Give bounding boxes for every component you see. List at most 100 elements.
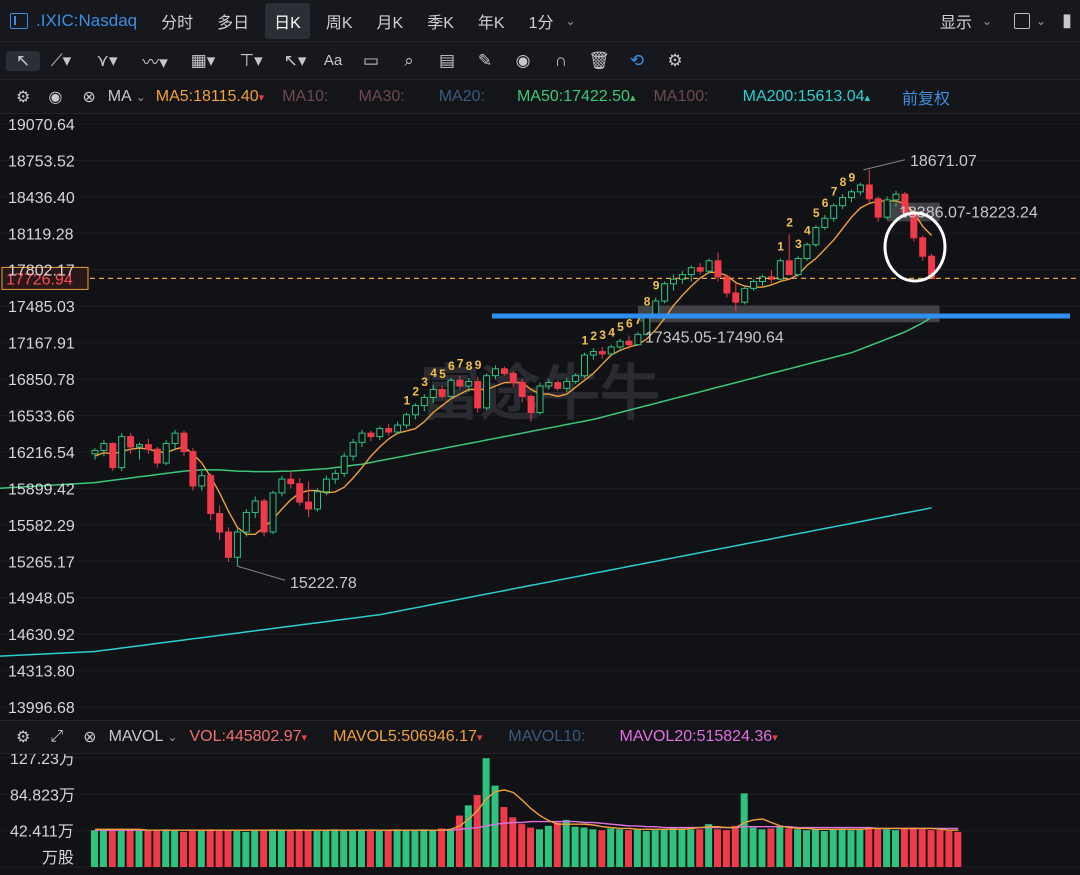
td-count-label: 9 — [653, 279, 660, 293]
volume-bar — [767, 828, 775, 867]
volume-bar — [108, 829, 116, 867]
volume-tick-label: 42.411万 — [10, 824, 74, 841]
tab-weekly[interactable]: 周K — [325, 14, 353, 32]
volume-bar — [749, 827, 757, 867]
price-tick-label: 18119.28 — [8, 226, 74, 243]
adjust-mode[interactable]: 前复权 — [902, 90, 951, 108]
td-count-label: 4 — [804, 223, 811, 237]
chevron-down-icon[interactable]: ⌄ — [565, 13, 576, 28]
volume-bar — [580, 827, 588, 867]
volume-bar — [633, 829, 641, 867]
volume-bar — [740, 793, 748, 867]
chevron-down-icon[interactable]: ⌄ — [167, 730, 178, 744]
expand-icon[interactable]: ⤢ — [50, 728, 64, 745]
tab-multiday[interactable]: 多日 — [217, 14, 250, 32]
volume-bar — [838, 828, 846, 867]
close-icon[interactable]: ⊗ — [82, 88, 96, 106]
chevron-down-icon[interactable]: ⌄ — [135, 89, 146, 104]
volume-bar — [349, 831, 357, 867]
price-tick-label: 16850.78 — [8, 372, 75, 389]
ma-indicator-label[interactable]: MA — [107, 87, 132, 105]
volume-bar — [286, 831, 294, 867]
search-icon[interactable]: ⌕ — [404, 50, 414, 70]
candle-body — [367, 432, 375, 438]
candle-body — [634, 333, 642, 346]
candle-body — [892, 193, 900, 201]
td-count-label: 2 — [590, 329, 597, 343]
volume-bar — [251, 830, 259, 867]
candle-body — [500, 368, 508, 374]
volume-bar — [660, 829, 668, 867]
price-tick-label: 17167.91 — [8, 336, 75, 353]
candle-body — [865, 184, 873, 200]
td-count-label: 4 — [430, 366, 437, 380]
sidebar-toggle-icon[interactable] — [10, 12, 28, 29]
price-tick-label: 14313.80 — [8, 664, 75, 681]
volume-bar — [188, 831, 196, 867]
candle-body — [403, 414, 410, 426]
gear-icon[interactable]: ⚙ — [16, 88, 31, 106]
fib-tool-icon[interactable]: ▦▾ — [190, 50, 216, 70]
price-grid — [0, 123, 1080, 708]
chevron-down-icon[interactable]: ⌄ — [1036, 13, 1047, 28]
volume-bar — [829, 829, 837, 867]
volume-bar — [99, 830, 107, 867]
trash-icon[interactable]: 🗑 — [588, 50, 610, 70]
more-icon[interactable]: ▮ — [1062, 10, 1072, 30]
ma10-value: MA10: — [282, 87, 329, 105]
channel-tool-icon[interactable]: ⋎▾ — [96, 50, 118, 70]
candle-body — [153, 448, 161, 464]
candle-body — [830, 205, 838, 219]
layout-icon[interactable] — [1014, 12, 1031, 29]
price-tick-label: 13996.68 — [8, 700, 75, 717]
candle-body — [776, 260, 784, 280]
volume-bar — [277, 830, 285, 867]
tab-yearly[interactable]: 年K — [477, 14, 505, 32]
candle-body — [144, 444, 152, 450]
arrow-tool-icon[interactable]: ↖▾ — [283, 50, 307, 70]
volume-bar — [794, 829, 802, 867]
price-tick-label: 18436.40 — [8, 190, 75, 207]
gear-icon[interactable]: ⚙ — [667, 50, 683, 70]
pattern-icon[interactable]: ▤ — [438, 50, 456, 70]
magnet-icon[interactable]: ∩ — [554, 50, 568, 70]
candle-body — [394, 424, 402, 433]
tab-intraday[interactable]: 分时 — [161, 14, 194, 32]
wave-tool-icon[interactable]: 〰▾ — [142, 53, 168, 72]
candle-body — [91, 449, 99, 455]
pen-icon[interactable]: ✎ — [477, 50, 493, 70]
sync-icon[interactable]: ⟲ — [629, 50, 645, 70]
chevron-down-icon[interactable]: ⌄ — [981, 13, 993, 28]
mavol-indicator-label[interactable]: MAVOL — [108, 728, 164, 745]
price-tick-label: 15899.42 — [8, 481, 75, 498]
eye-icon[interactable]: ◉ — [515, 50, 531, 70]
candle-body — [554, 382, 562, 389]
close-icon[interactable]: ⊗ — [83, 729, 97, 746]
ticker-symbol[interactable]: .IXIC:Nasdaq — [36, 10, 138, 30]
display-menu[interactable]: 显示 — [939, 14, 972, 32]
visibility-toggle-icon[interactable]: ◉ — [48, 88, 63, 106]
tab-1min[interactable]: 1分 — [528, 14, 554, 32]
candle-body — [118, 436, 126, 469]
measure-tool-icon[interactable]: ⊤▾ — [239, 50, 263, 70]
volume-bar — [642, 831, 650, 867]
tab-quarterly[interactable]: 季K — [427, 14, 454, 32]
tab-daily[interactable]: 日K — [265, 2, 310, 39]
text-tool-icon[interactable]: Aa — [323, 52, 343, 69]
volume-bar — [126, 830, 134, 867]
line-tool-icon[interactable]: ⟋▾ — [50, 50, 72, 70]
cursor-icon[interactable]: ↖ — [6, 50, 40, 71]
td-count-label: 9 — [475, 358, 482, 372]
td-count-label: 6 — [448, 359, 455, 373]
mavol10-value: MAVOL10: — [508, 728, 586, 745]
candle-body — [589, 351, 597, 356]
tab-monthly[interactable]: 月K — [376, 14, 404, 32]
candle-body — [349, 441, 357, 457]
gear-icon[interactable]: ⚙ — [16, 729, 31, 746]
ma200-value: MA200:15613.04▴ — [742, 87, 871, 105]
price-tick-label: 18753.52 — [8, 153, 75, 170]
volume-bar — [936, 830, 944, 867]
comment-icon[interactable]: ▭ — [362, 50, 380, 70]
